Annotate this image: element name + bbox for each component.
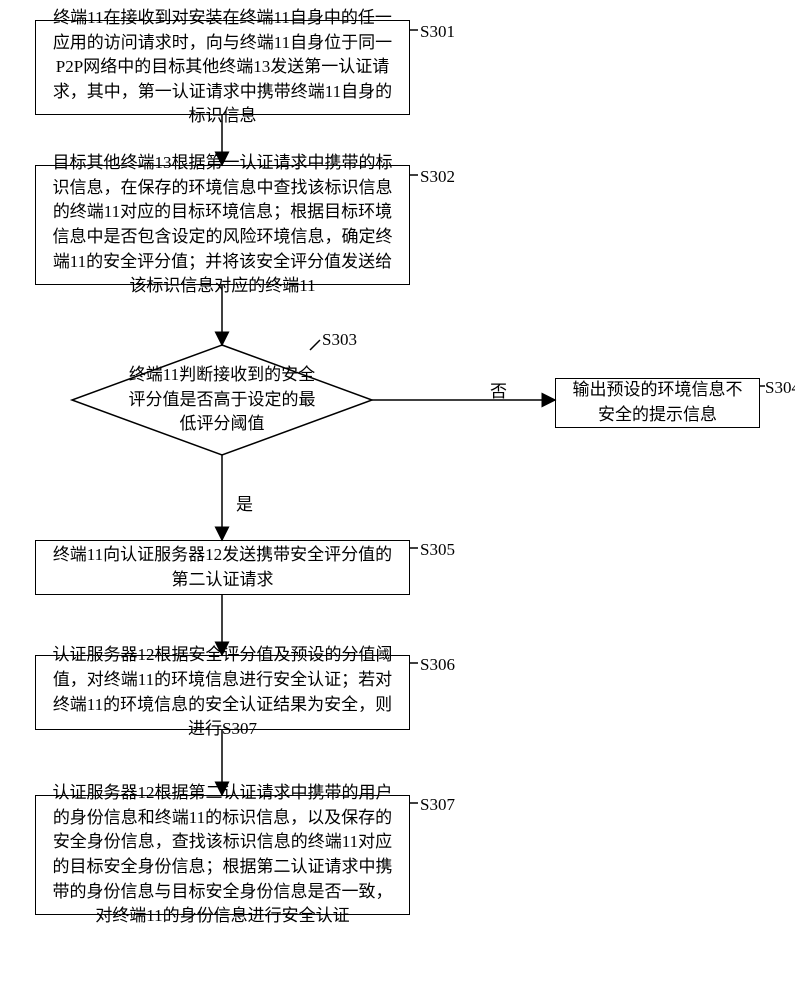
label-leader-line [410,30,419,32]
step-label-s304: S304 [765,378,795,398]
process-s301: 终端11在接收到对安装在终端11自身中的任一应用的访问请求时，向与终端11自身位… [35,20,410,115]
node-text: 终端11向认证服务器12发送携带安全评分值的第二认证请求 [46,543,399,592]
label-leader-line [310,340,321,351]
step-label-s303: S303 [322,330,357,350]
flowchart-canvas: 终端11在接收到对安装在终端11自身中的任一应用的访问请求时，向与终端11自身位… [0,0,795,1000]
node-text: 输出预设的环境信息不安全的提示信息 [566,378,749,427]
process-s307: 认证服务器12根据第二认证请求中携带的用户的身份信息和终端11的标识信息，以及保… [35,795,410,915]
label-leader-line [410,175,419,177]
edge-s303-s305 [212,455,232,540]
node-text: 终端11判断接收到的安全评分值是否高于设定的最低评分阈值 [127,363,317,437]
label-leader-line [410,548,419,550]
node-text: 终端11在接收到对安装在终端11自身中的任一应用的访问请求时，向与终端11自身位… [46,6,399,129]
label-leader-line [410,803,419,805]
label-leader-line [410,663,419,665]
step-label-s307: S307 [420,795,455,815]
edge-s303-s304 [372,390,555,410]
node-text: 认证服务器12根据安全评分值及预设的分值阈值，对终端11的环境信息进行安全认证；… [46,643,399,742]
process-s304: 输出预设的环境信息不安全的提示信息 [555,378,760,428]
edge-label-s303-s304: 否 [490,377,507,402]
step-label-s302: S302 [420,167,455,187]
process-s306: 认证服务器12根据安全评分值及预设的分值阈值，对终端11的环境信息进行安全认证；… [35,655,410,730]
step-label-s306: S306 [420,655,455,675]
node-text: 目标其他终端13根据第一认证请求中携带的标识信息，在保存的环境信息中查找该标识信… [46,151,399,299]
step-label-s305: S305 [420,540,455,560]
node-text: 认证服务器12根据第二认证请求中携带的用户的身份信息和终端11的标识信息，以及保… [46,781,399,929]
process-s305: 终端11向认证服务器12发送携带安全评分值的第二认证请求 [35,540,410,595]
step-label-s301: S301 [420,22,455,42]
decision-text-s303: 终端11判断接收到的安全评分值是否高于设定的最低评分阈值 [117,365,327,435]
edge-label-s303-s305: 是 [236,490,253,515]
process-s302: 目标其他终端13根据第一认证请求中携带的标识信息，在保存的环境信息中查找该标识信… [35,165,410,285]
